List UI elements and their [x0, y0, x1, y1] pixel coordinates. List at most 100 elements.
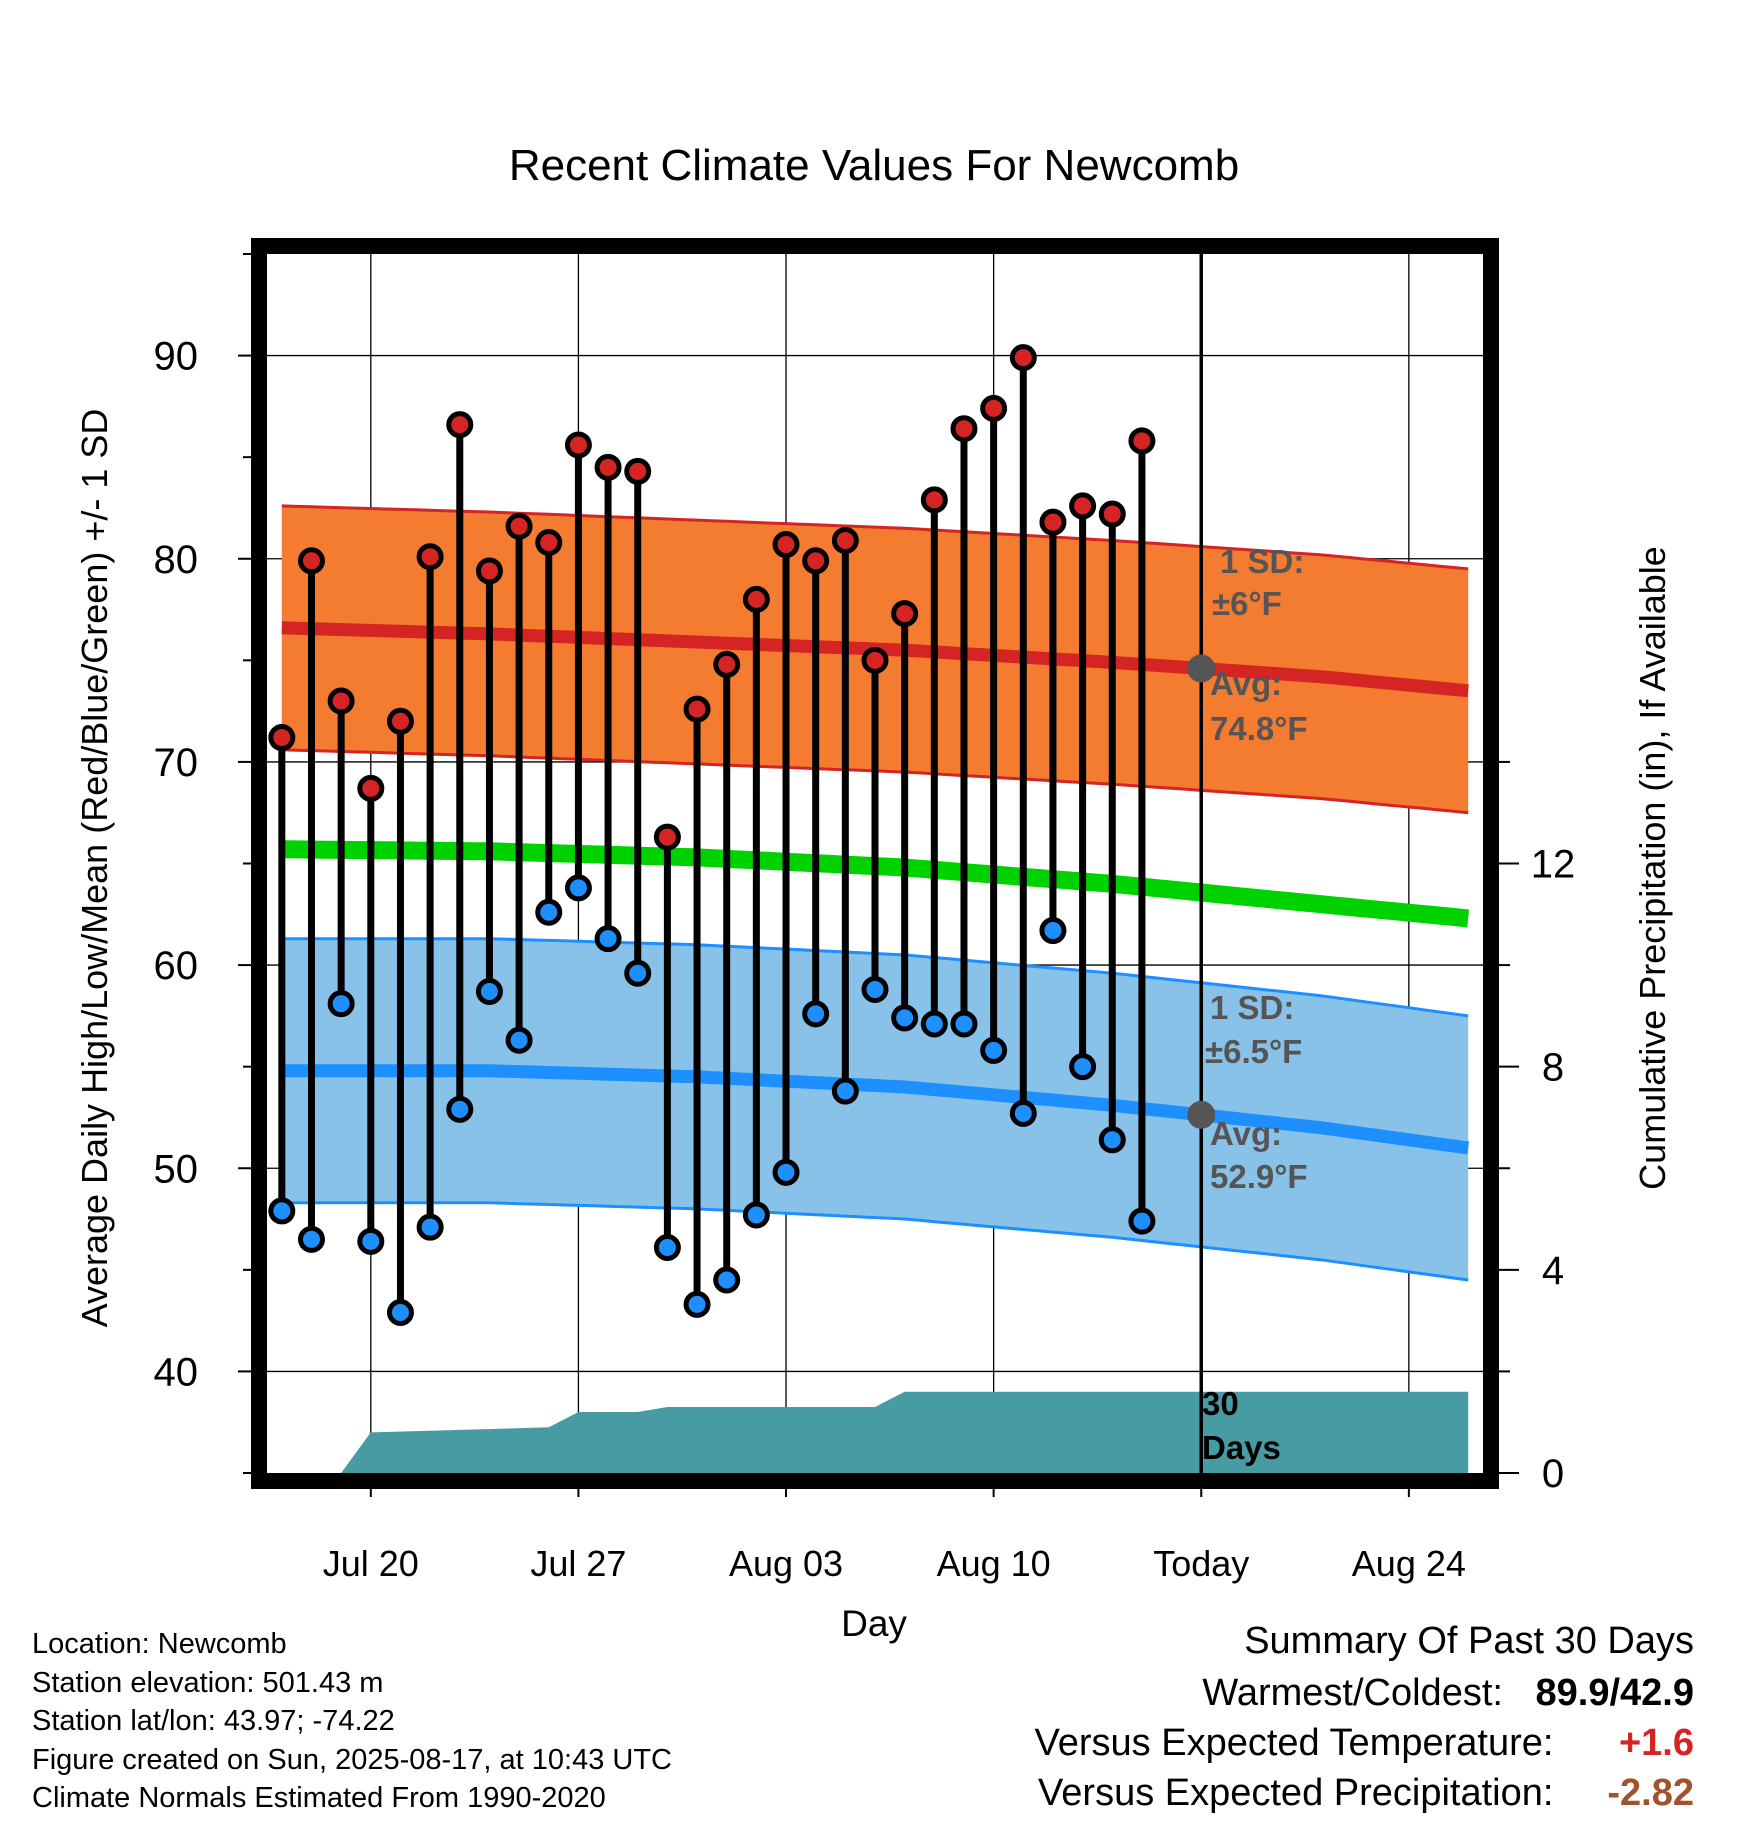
low-point-2025-07-31 [683, 1290, 711, 1318]
high-point-2025-07-17 [268, 724, 296, 752]
y2-tick-label-4: 4 [1542, 1249, 1564, 1293]
high-point-2025-07-26 [535, 528, 563, 556]
low-point-2025-08-04 [802, 1000, 830, 1028]
high-point-2025-08-05 [831, 526, 859, 554]
x-tick-label-0: Jul 20 [323, 1543, 419, 1584]
temp-value: +1.6 [1618, 1722, 1694, 1764]
low-point-2025-08-14 [1098, 1126, 1126, 1154]
high-point-2025-07-29 [624, 457, 652, 485]
warm-cold-label: Warmest/Coldest: [1202, 1672, 1503, 1714]
days-label-line2: Days [1202, 1429, 1281, 1466]
low-sd-title: 1 SD: [1210, 989, 1294, 1026]
daily-points [268, 344, 1156, 1326]
y2-tick-label-0: 0 [1542, 1452, 1564, 1496]
low-point-2025-08-15 [1128, 1207, 1156, 1235]
low-point-2025-07-18 [297, 1225, 325, 1253]
high-point-2025-08-10 [980, 394, 1008, 422]
summary-title: Summary Of Past 30 Days [1244, 1620, 1694, 1662]
x-tick-label-4: Today [1153, 1543, 1249, 1584]
low-avg-value: 52.9°F [1210, 1158, 1308, 1195]
high-point-2025-08-07 [891, 600, 919, 628]
low-point-2025-07-28 [594, 925, 622, 953]
plot-area: 1 SD: ±6°F Avg: 74.8°F 1 SD: ±6.5°F Avg:… [267, 254, 1483, 1473]
high-point-2025-08-14 [1098, 500, 1126, 528]
precip-value: -2.82 [1607, 1772, 1694, 1814]
low-point-2025-08-12 [1039, 917, 1067, 945]
high-point-2025-08-12 [1039, 508, 1067, 536]
y-tick-label-90: 90 [154, 335, 199, 379]
high-point-2025-08-01 [713, 650, 741, 678]
high-point-2025-08-06 [861, 646, 889, 674]
today-line [1187, 254, 1216, 1473]
y-tick-label-60: 60 [154, 944, 199, 988]
low-point-2025-08-05 [831, 1077, 859, 1105]
x-tick-label-1: Jul 27 [530, 1543, 626, 1584]
summary-temp: Versus Expected Temperature: +1.6 [1035, 1722, 1694, 1765]
low-point-2025-07-22 [416, 1213, 444, 1241]
high-point-2025-07-19 [327, 687, 355, 715]
high-sd-title: 1 SD: [1220, 543, 1304, 580]
station-info: Location: Newcomb Station elevation: 501… [32, 1625, 672, 1818]
low-point-2025-07-24 [475, 977, 503, 1005]
temp-label: Versus Expected Temperature: [1034, 1722, 1554, 1764]
high-point-2025-07-22 [416, 543, 444, 571]
high-point-2025-08-02 [742, 585, 770, 613]
high-point-2025-07-23 [446, 411, 474, 439]
summary-precip: Versus Expected Precipitation: -2.82 [1038, 1772, 1694, 1815]
low-sd-value: ±6.5°F [1205, 1033, 1302, 1070]
y-tick-label-80: 80 [154, 538, 199, 582]
low-sd-band [281, 938, 1469, 1280]
high-point-2025-07-18 [297, 547, 325, 575]
precip-label: Versus Expected Precipitation: [1038, 1772, 1554, 1814]
low-point-2025-08-02 [742, 1201, 770, 1229]
low-point-2025-08-07 [891, 1004, 919, 1032]
low-point-2025-07-17 [268, 1197, 296, 1225]
y-tick-label-70: 70 [154, 741, 199, 785]
low-point-2025-07-19 [327, 990, 355, 1018]
low-point-2025-08-11 [1009, 1099, 1037, 1127]
today-low-marker [1187, 1100, 1216, 1129]
annotations: 1 SD: ±6°F Avg: 74.8°F 1 SD: ±6.5°F Avg:… [1202, 543, 1308, 1466]
low-point-2025-08-08 [920, 1010, 948, 1038]
low-avg-title: Avg: [1210, 1115, 1282, 1152]
y-axis-label: Average Daily High/Low/Mean (Red/Blue/Gr… [74, 409, 115, 1328]
high-point-2025-08-03 [772, 531, 800, 559]
y2-tick-label-12: 12 [1531, 843, 1576, 887]
days-label-line1: 30 [1202, 1385, 1239, 1422]
high-point-2025-07-30 [653, 823, 681, 851]
low-point-2025-08-03 [772, 1158, 800, 1186]
high-point-2025-07-27 [564, 431, 592, 459]
y-tick-label-50: 50 [154, 1147, 199, 1191]
low-point-2025-08-06 [861, 975, 889, 1003]
high-point-2025-08-09 [950, 415, 978, 443]
precip-fill [341, 1391, 1469, 1473]
high-point-2025-07-24 [475, 557, 503, 585]
daily-stems [278, 357, 1146, 1313]
y-tick-label-40: 40 [154, 1350, 199, 1394]
precipitation-area [341, 1391, 1469, 1473]
high-point-2025-08-08 [920, 486, 948, 514]
high-point-2025-08-11 [1009, 344, 1037, 372]
chart-title: Recent Climate Values For Newcomb [509, 141, 1239, 190]
info-elevation: Station elevation: 501.43 m [32, 1666, 384, 1699]
summary-panel: Summary Of Past 30 Days Warmest/Coldest:… [794, 1620, 1694, 1825]
low-point-2025-08-10 [980, 1036, 1008, 1064]
y-axis-left: 40 50 60 70 80 90 [154, 253, 251, 1474]
high-avg-value: 74.8°F [1210, 710, 1308, 747]
y2-axis-label: Cumulative Precipitation (in), If Availa… [1632, 546, 1673, 1190]
high-point-2025-08-04 [802, 547, 830, 575]
low-point-2025-08-09 [950, 1010, 978, 1038]
info-created: Figure created on Sun, 2025-08-17, at 10… [32, 1743, 672, 1776]
y2-tick-label-8: 8 [1542, 1046, 1564, 1090]
x-tick-label-3: Aug 10 [937, 1543, 1051, 1584]
high-point-2025-07-21 [386, 707, 414, 735]
high-band-upper-edge [281, 504, 1469, 571]
plot-frame [251, 238, 1499, 1489]
normal-low-line [281, 1064, 1470, 1155]
low-point-2025-07-27 [564, 874, 592, 902]
high-avg-title: Avg: [1210, 665, 1282, 702]
high-point-2025-08-15 [1128, 427, 1156, 455]
low-band-lower-edge [281, 1201, 1469, 1282]
high-point-2025-07-31 [683, 695, 711, 723]
